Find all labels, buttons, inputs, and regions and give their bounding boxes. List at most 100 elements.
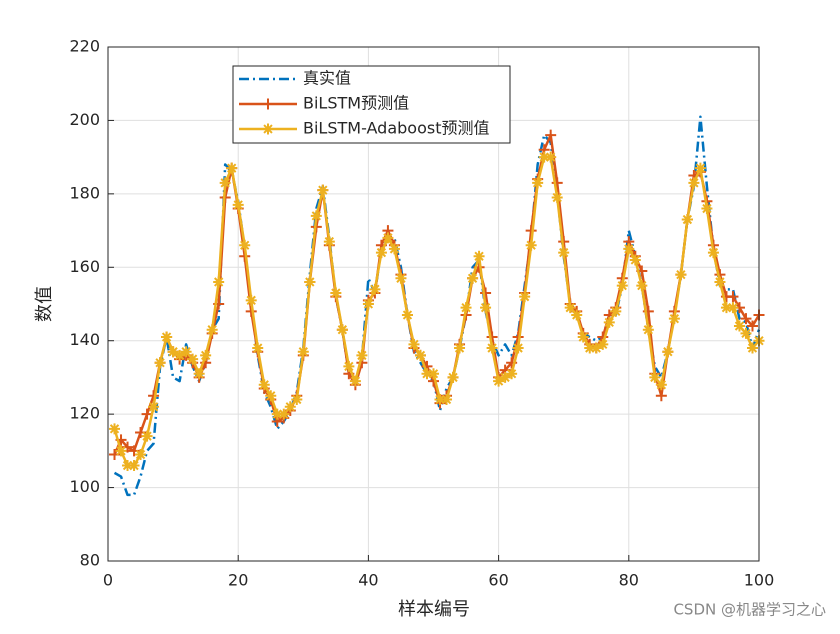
- marker: [317, 184, 329, 196]
- marker: [414, 349, 426, 361]
- marker: [746, 342, 758, 354]
- marker: [343, 360, 355, 372]
- marker: [597, 338, 609, 350]
- marker: [519, 291, 531, 303]
- legend-label: BiLSTM预测值: [303, 94, 409, 113]
- marker: [538, 151, 550, 163]
- marker: [297, 346, 309, 358]
- marker: [128, 460, 140, 472]
- marker: [109, 423, 121, 435]
- y-tick-label: 140: [69, 330, 100, 349]
- marker: [304, 276, 316, 288]
- y-tick-label: 80: [80, 551, 100, 570]
- marker: [727, 302, 739, 314]
- marker: [694, 162, 706, 174]
- marker: [382, 232, 394, 244]
- marker: [545, 151, 557, 163]
- legend: 真实值 BiLSTM预测值 BiLSTM-Adaboost预测值: [232, 65, 511, 144]
- marker: [590, 342, 602, 354]
- marker: [187, 353, 199, 365]
- marker: [161, 331, 173, 343]
- marker: [362, 298, 374, 310]
- x-tick-label: 20: [228, 571, 248, 590]
- marker: [668, 313, 680, 325]
- marker: [219, 177, 231, 189]
- marker: [421, 368, 433, 380]
- marker: [369, 283, 381, 295]
- y-tick-label: 160: [69, 257, 100, 276]
- marker: [584, 342, 596, 354]
- y-tick-label: 100: [69, 477, 100, 496]
- marker: [262, 123, 274, 135]
- x-tick-label: 80: [619, 571, 639, 590]
- marker: [278, 408, 290, 420]
- marker: [610, 305, 622, 317]
- marker: [532, 177, 544, 189]
- marker: [499, 371, 511, 383]
- marker: [375, 247, 387, 259]
- marker: [180, 346, 192, 358]
- marker: [486, 342, 498, 354]
- marker: [122, 460, 134, 472]
- marker: [441, 393, 453, 405]
- marker: [629, 254, 641, 266]
- marker: [356, 349, 368, 361]
- marker: [525, 239, 537, 251]
- marker: [226, 162, 238, 174]
- marker: [323, 236, 335, 248]
- marker: [623, 243, 635, 255]
- y-tick-label: 200: [69, 110, 100, 129]
- marker: [262, 98, 274, 110]
- marker: [154, 357, 166, 369]
- marker: [603, 316, 615, 328]
- marker: [733, 320, 745, 332]
- marker: [460, 302, 472, 314]
- marker: [551, 177, 563, 189]
- marker: [395, 272, 407, 284]
- marker: [174, 349, 186, 361]
- series: [109, 151, 765, 472]
- marker: [740, 313, 752, 325]
- x-tick-label: 0: [103, 571, 113, 590]
- marker: [408, 338, 420, 350]
- marker: [649, 371, 661, 383]
- marker: [428, 368, 439, 380]
- watermark: CSDN @机器学习之心: [673, 601, 826, 619]
- marker: [467, 272, 479, 284]
- marker: [388, 243, 400, 255]
- marker: [577, 331, 589, 343]
- marker: [265, 390, 277, 402]
- y-tick-label: 180: [69, 183, 100, 202]
- marker: [330, 287, 342, 299]
- marker: [480, 302, 492, 314]
- marker: [720, 302, 732, 314]
- marker: [707, 247, 719, 259]
- marker: [252, 342, 264, 354]
- marker: [740, 327, 752, 339]
- marker: [473, 250, 485, 262]
- marker: [551, 192, 563, 204]
- legend-label: 真实值: [303, 69, 351, 88]
- line: [113, 155, 760, 467]
- marker: [447, 371, 459, 383]
- x-axis-label: 样本编号: [398, 599, 470, 620]
- marker: [167, 346, 179, 358]
- marker: [558, 247, 570, 259]
- marker: [655, 379, 667, 391]
- marker: [200, 349, 212, 361]
- marker: [564, 302, 576, 314]
- lines: [109, 115, 765, 497]
- marker: [571, 309, 583, 321]
- marker: [746, 320, 758, 332]
- marker: [512, 342, 524, 354]
- marker: [701, 203, 713, 215]
- ticks: 0 20 40 60 80 100 80 100 120 140 160 180 200 220: [69, 37, 774, 590]
- marker: [336, 324, 348, 336]
- marker: [349, 375, 361, 387]
- marker: [480, 287, 492, 299]
- marker: [688, 177, 700, 189]
- marker: [141, 430, 153, 442]
- marker: [401, 309, 413, 321]
- marker: [245, 294, 257, 306]
- marker: [239, 239, 251, 251]
